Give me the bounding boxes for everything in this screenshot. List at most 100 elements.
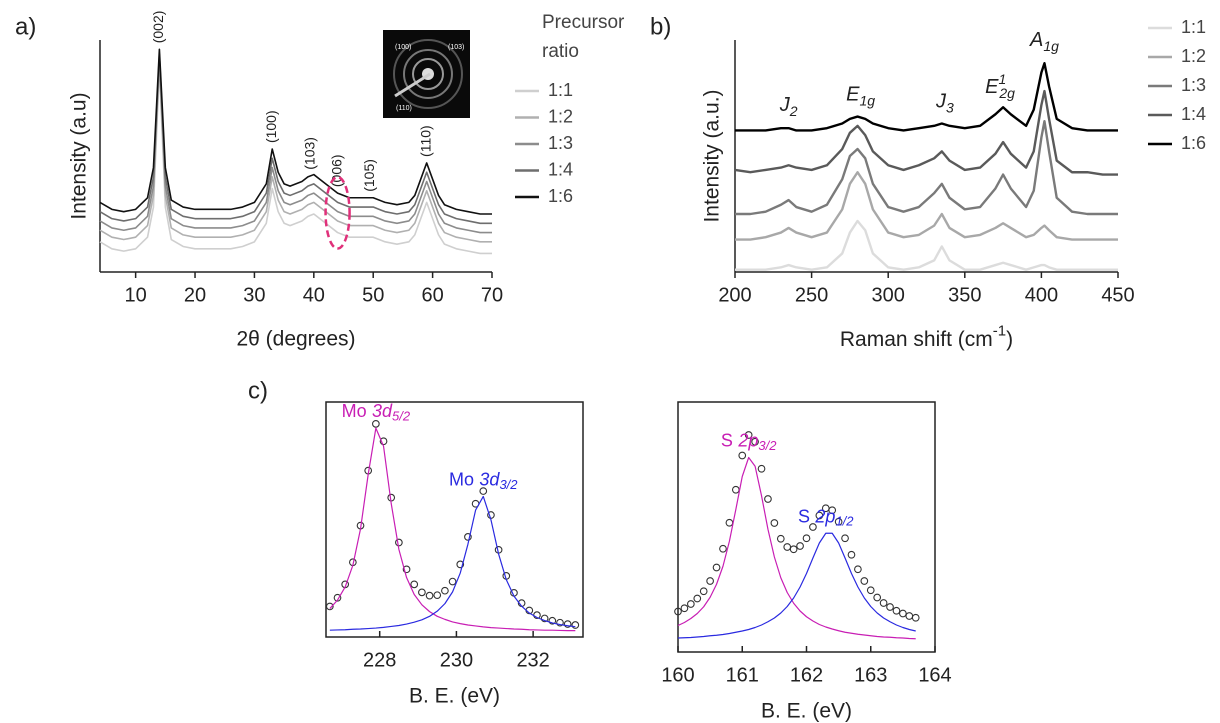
x-axis-label: Raman shift (cm-1) xyxy=(840,323,1013,351)
chart: (100) (103) (110) 102030405060701:11:21:… xyxy=(0,0,1220,723)
peak-label-part: Mo xyxy=(342,401,367,421)
data-point xyxy=(442,587,449,594)
peak-label-part: Mo xyxy=(449,469,474,489)
data-point xyxy=(426,592,433,599)
data-point xyxy=(396,539,403,546)
legend-label: 1:3 xyxy=(548,133,573,153)
data-point xyxy=(449,578,456,585)
peak-label: J2 xyxy=(779,94,798,118)
data-point xyxy=(880,600,887,607)
x-axis-label: B. E. (eV) xyxy=(409,685,500,708)
inset-label: (100) xyxy=(395,44,411,51)
series-line xyxy=(330,496,575,630)
data-point xyxy=(688,601,695,608)
data-point xyxy=(733,486,740,493)
data-point xyxy=(842,535,849,542)
x-tick-label: 50 xyxy=(362,284,384,306)
x-tick-label: 10 xyxy=(125,284,147,306)
data-point xyxy=(855,566,862,573)
peak-label-part: E xyxy=(846,84,860,106)
x-tick-label: 230 xyxy=(440,649,473,671)
peak-label-part: E xyxy=(985,76,999,98)
panel-label: a) xyxy=(15,13,36,40)
peak-label-part: 3 xyxy=(946,99,954,115)
peak-label-part: 3/2 xyxy=(758,438,777,453)
x-axis-label: B. E. (eV) xyxy=(761,700,852,723)
x-tick-label: 164 xyxy=(918,664,951,686)
inset-label: (110) xyxy=(396,105,412,112)
data-point xyxy=(765,496,772,503)
data-point xyxy=(797,543,804,550)
x-tick-label: 160 xyxy=(661,664,694,686)
panel-label: b) xyxy=(650,13,671,40)
legend-label: 1:4 xyxy=(1181,104,1206,124)
plot-frame xyxy=(326,402,583,637)
x-axis-label-part: -1 xyxy=(993,323,1006,340)
inset-label: (103) xyxy=(448,44,464,51)
peak-label-part: S xyxy=(798,506,810,526)
peak-label-part: 1/2 xyxy=(835,514,854,529)
data-point xyxy=(867,587,874,594)
x-tick-label: 161 xyxy=(726,664,759,686)
data-point xyxy=(419,589,426,596)
y-axis-label: Intensity (a.u.) xyxy=(701,89,724,222)
x-tick-label: 200 xyxy=(718,284,751,306)
peak-label: Mo3d3/2 xyxy=(449,469,518,492)
peak-label: (103) xyxy=(302,137,318,170)
x-tick-label: 400 xyxy=(1025,284,1058,306)
x-tick-label: 20 xyxy=(184,284,206,306)
x-axis-label: 2θ (degrees) xyxy=(236,328,355,351)
peak-label-part: 3d xyxy=(372,401,393,421)
data-point xyxy=(861,578,868,585)
peak-label-part: 2p xyxy=(814,506,835,526)
x-tick-label: 232 xyxy=(516,649,549,671)
legend-label: 1:6 xyxy=(548,186,573,206)
peak-label-part: 2p xyxy=(737,430,758,450)
data-point xyxy=(720,545,727,552)
series-line xyxy=(735,221,1118,270)
peak-label-part: 5/2 xyxy=(392,409,411,424)
data-point xyxy=(900,610,907,617)
x-tick-label: 450 xyxy=(1101,284,1134,306)
legend-label: 1:4 xyxy=(548,159,573,179)
peak-label: (110) xyxy=(417,125,433,157)
data-point xyxy=(848,551,855,558)
legend-label: 1:2 xyxy=(548,106,573,126)
data-point xyxy=(726,519,733,526)
legend-label: 1:6 xyxy=(1181,133,1206,153)
panel-label: c) xyxy=(248,377,268,404)
x-tick-label: 30 xyxy=(243,284,265,306)
x-tick-label: 60 xyxy=(421,284,443,306)
series-line xyxy=(735,172,1118,239)
data-point xyxy=(758,465,765,472)
data-point xyxy=(874,594,881,601)
peak-label-part: 3d xyxy=(479,469,500,489)
data-point xyxy=(572,622,579,629)
data-point xyxy=(434,592,441,599)
data-point xyxy=(912,614,919,621)
peak-label-part: S xyxy=(721,430,733,450)
peak-label: (002) xyxy=(150,11,166,44)
data-point xyxy=(373,421,380,428)
peak-label: E1g xyxy=(846,84,875,108)
x-tick-label: 228 xyxy=(363,649,396,671)
figure: (100) (103) (110) 102030405060701:11:21:… xyxy=(0,0,1220,723)
data-point xyxy=(713,564,720,571)
legend-label: 1:1 xyxy=(548,80,573,100)
data-point xyxy=(790,546,797,553)
data-point xyxy=(694,595,701,602)
peak-label: (105) xyxy=(361,159,377,192)
data-point xyxy=(778,535,785,542)
data-point xyxy=(906,613,913,620)
x-tick-label: 300 xyxy=(872,284,905,306)
legend-label: 1:1 xyxy=(1181,17,1206,37)
peak-label-part: 3/2 xyxy=(499,477,518,492)
legend-label: 1:3 xyxy=(1181,75,1206,95)
data-point xyxy=(803,535,810,542)
x-tick-label: 250 xyxy=(795,284,828,306)
x-tick-label: 350 xyxy=(948,284,981,306)
peak-label: S2p3/2 xyxy=(721,430,777,453)
data-point xyxy=(681,605,688,612)
